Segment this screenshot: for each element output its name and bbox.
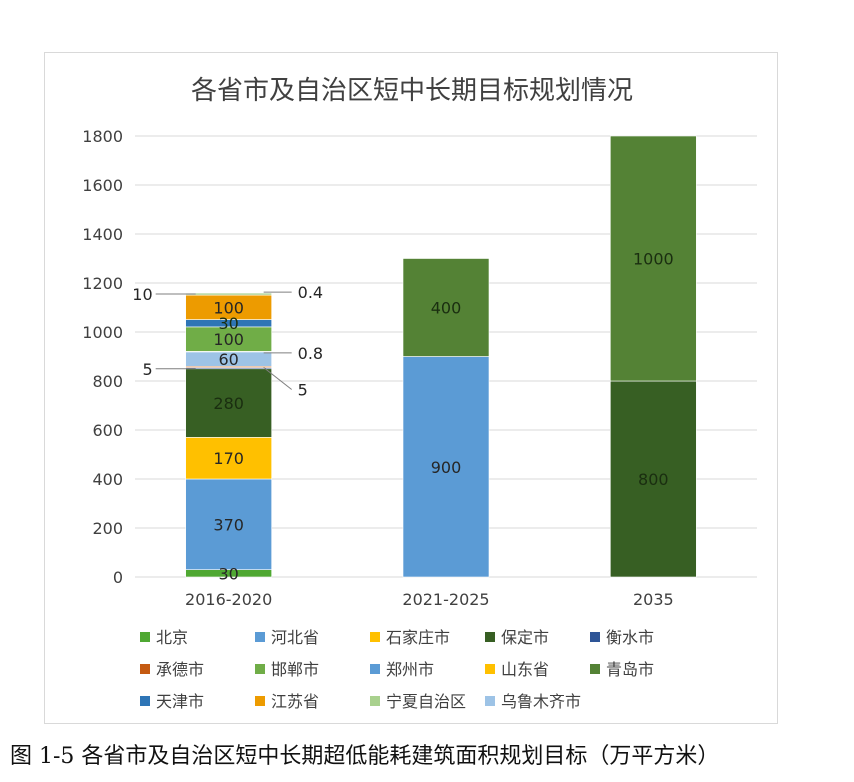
callout-label: 5: [142, 360, 152, 379]
legend-swatch: [140, 664, 150, 674]
bar-segment: [610, 135, 697, 382]
callout-label: 0.4: [298, 283, 323, 302]
bar-segment: [185, 478, 272, 570]
data-label: 900: [431, 458, 462, 477]
legend-swatch: [370, 632, 380, 642]
legend-label: 宁夏自治区: [386, 692, 466, 711]
legend-label: 青岛市: [606, 660, 654, 679]
data-label: 30: [218, 564, 238, 583]
figure-caption: 图 1-5 各省市及自治区短中长期超低能耗建筑面积规划目标（万平方米）: [10, 744, 720, 769]
data-label: 60: [218, 350, 238, 369]
legend-label: 衡水市: [606, 628, 654, 647]
legend-swatch: [140, 696, 150, 706]
legend-swatch: [255, 696, 265, 706]
y-tick-label: 800: [92, 372, 123, 391]
y-tick-label: 1200: [82, 274, 123, 293]
legend-label: 北京: [156, 628, 188, 647]
bar-segment: [185, 437, 272, 480]
legend-swatch: [590, 664, 600, 674]
bar-segment: [402, 356, 490, 578]
legend-swatch: [140, 632, 150, 642]
callout-label: 5: [298, 381, 308, 400]
y-tick-label: 1600: [82, 176, 123, 195]
legend-label: 邯郸市: [271, 660, 319, 679]
legend-swatch: [485, 664, 495, 674]
legend-label: 天津市: [156, 692, 204, 711]
callout-label: 10: [132, 285, 152, 304]
legend-swatch: [590, 632, 600, 642]
chart-title: 各省市及自治区短中长期目标规划情况: [191, 76, 633, 106]
x-tick-label: 2021-2025: [402, 590, 489, 609]
y-tick-label: 200: [92, 519, 123, 538]
legend-swatch: [255, 664, 265, 674]
data-label: 170: [213, 449, 244, 468]
data-label: 100: [213, 330, 244, 349]
legend-label: 江苏省: [271, 692, 319, 711]
bar-segment: [402, 258, 490, 357]
bar-segment: [185, 292, 272, 294]
chart-frame: 各省市及自治区短中长期目标规划情况 0 200 400 600 800 1000 1200 1…: [44, 52, 778, 724]
legend-swatch: [485, 696, 495, 706]
bar-segment: [185, 368, 272, 438]
y-tick-label: 1400: [82, 225, 123, 244]
legend-label: 保定市: [501, 628, 549, 647]
callout-label: 0.8: [298, 344, 323, 363]
legend-label: 山东省: [501, 660, 549, 679]
legend-swatch: [255, 632, 265, 642]
data-label: 1000: [633, 250, 674, 269]
y-tick-label: 400: [92, 470, 123, 489]
data-label: 370: [213, 515, 244, 534]
data-label: 100: [213, 298, 244, 317]
bar-segment: [185, 294, 272, 320]
callout-leader: [263, 367, 292, 390]
y-tick-label: 0: [113, 568, 123, 587]
legend-label: 石家庄市: [386, 628, 450, 647]
data-label: 30: [218, 314, 238, 333]
x-tick-label: 2035: [633, 590, 674, 609]
legend-swatch: [370, 664, 380, 674]
y-tick-label: 1000: [82, 323, 123, 342]
y-tick-label: 600: [92, 421, 123, 440]
chart: 各省市及自治区短中长期目标规划情况 0 200 400 600 800 1000 1200 1…: [82, 76, 757, 711]
legend-swatch: [485, 632, 495, 642]
data-label: 400: [431, 299, 462, 318]
data-label: 280: [213, 394, 244, 413]
legend-swatch: [370, 696, 380, 706]
bar-segment: [610, 380, 697, 578]
legend-label: 乌鲁木齐市: [501, 692, 581, 711]
legend-label: 郑州市: [386, 660, 434, 679]
legend-label: 河北省: [271, 628, 319, 647]
x-tick-label: 2016-2020: [185, 590, 272, 609]
bar-segment: [185, 326, 272, 352]
y-tick-label: 1800: [82, 127, 123, 146]
data-label: 800: [638, 470, 669, 489]
legend-label: 承德市: [156, 660, 204, 679]
